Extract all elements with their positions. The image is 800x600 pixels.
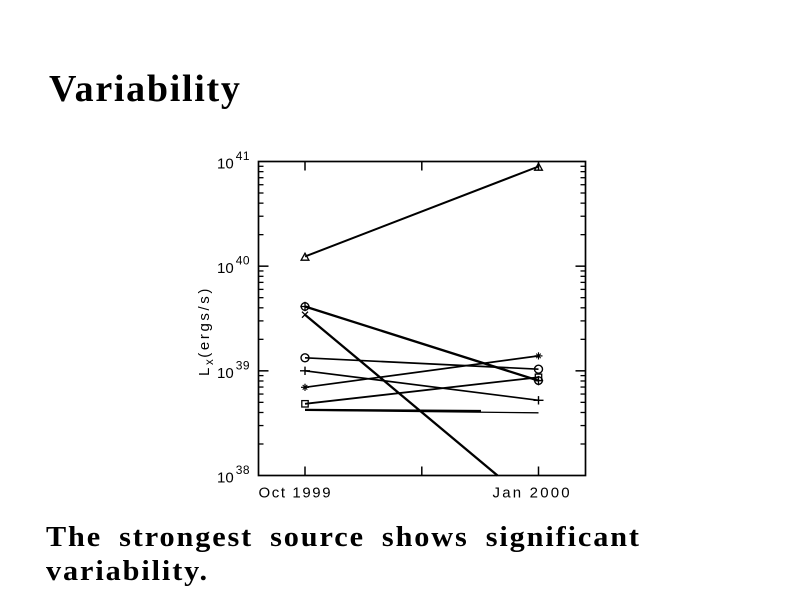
svg-text:Lx(ergs/s): Lx(ergs/s) (196, 286, 216, 376)
svg-text:Oct 1999: Oct 1999 (259, 485, 333, 502)
svg-text:Jan 2000: Jan 2000 (493, 485, 572, 502)
